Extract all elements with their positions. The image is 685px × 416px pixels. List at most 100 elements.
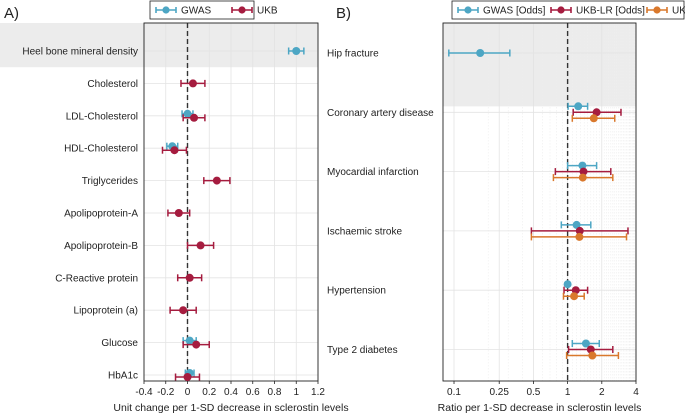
x-tick-label: 1.2 bbox=[311, 387, 325, 398]
x-tick-label: -0.4 bbox=[135, 387, 153, 398]
category-label: Cholesterol bbox=[87, 79, 138, 90]
data-point-gwas-odds--1 bbox=[567, 102, 589, 111]
estimate-marker bbox=[185, 273, 194, 282]
x-tick-label: 1 bbox=[293, 387, 299, 398]
category-label: Hip fracture bbox=[327, 49, 379, 60]
category-label: Apolipoprotein-B bbox=[64, 241, 138, 252]
data-point-ukb-6 bbox=[186, 241, 215, 250]
estimate-marker bbox=[190, 113, 199, 122]
legend-swatch-marker bbox=[464, 6, 472, 14]
data-point-gwas-odds--4 bbox=[563, 280, 572, 289]
x-tick-label: 0.4 bbox=[224, 387, 238, 398]
data-point-ukb-lr-odds--1 bbox=[572, 108, 622, 117]
estimate-marker bbox=[292, 47, 301, 55]
x-tick-label: 0.1 bbox=[447, 387, 461, 398]
data-point-gwas-odds--3 bbox=[560, 220, 592, 229]
data-point-ukb-sa-hazard--3 bbox=[530, 232, 628, 241]
estimate-marker bbox=[170, 146, 179, 155]
estimate-marker bbox=[578, 173, 587, 182]
panel-label: B) bbox=[336, 5, 351, 22]
data-point-ukb-lr-odds--5 bbox=[567, 345, 614, 354]
estimate-marker bbox=[578, 161, 587, 170]
category-label: Heel bone mineral density bbox=[22, 47, 138, 58]
data-point-ukb-8 bbox=[169, 306, 197, 315]
estimate-marker bbox=[183, 373, 192, 381]
data-point-ukb-9 bbox=[182, 340, 210, 349]
category-label: Myocardial infarction bbox=[327, 167, 419, 178]
legend-entry: UKB bbox=[257, 6, 278, 17]
x-tick-label: 1 bbox=[565, 387, 571, 398]
x-tick-label: 0.8 bbox=[268, 387, 282, 398]
data-point-ukb-7 bbox=[176, 273, 203, 282]
estimate-marker bbox=[476, 49, 485, 57]
estimate-marker bbox=[174, 209, 183, 217]
x-tick-label: 0.25 bbox=[489, 387, 509, 398]
grid-lines bbox=[143, 23, 319, 381]
category-label: Lipoprotein (a) bbox=[74, 306, 138, 317]
x-tick-label: -0.2 bbox=[157, 387, 175, 398]
data-point-gwas-0 bbox=[287, 47, 305, 55]
legend-entry: UKB-LR [Odds] bbox=[576, 6, 645, 17]
data-point-ukb-lr-odds--4 bbox=[563, 286, 589, 295]
data-point-ukb-4 bbox=[203, 176, 231, 185]
estimate-marker bbox=[581, 339, 590, 348]
estimate-marker bbox=[588, 351, 597, 360]
category-label: Hypertension bbox=[327, 286, 386, 297]
legend-swatch-marker bbox=[162, 6, 170, 14]
estimate-marker bbox=[570, 292, 579, 301]
legend-entry: GWAS bbox=[181, 6, 212, 17]
estimate-marker bbox=[586, 345, 595, 354]
data-point-ukb-sa-hazard--2 bbox=[552, 173, 614, 182]
panel-a: -0.4 -0.2 0 0.2 0.4 0.6 0.8 1 1.2 Unit change per… bbox=[0, 0, 349, 414]
legend-swatch-marker bbox=[238, 6, 246, 14]
estimate-marker bbox=[212, 176, 221, 185]
x-axis-title: Unit change per 1-SD decrease in scleros… bbox=[113, 402, 348, 414]
estimate-marker bbox=[185, 336, 194, 345]
data-point-ukb-3 bbox=[161, 146, 188, 155]
x-tick-label: 0.2 bbox=[202, 387, 216, 398]
data-point-gwas-odds--0 bbox=[448, 49, 511, 57]
estimate-marker bbox=[572, 220, 581, 229]
legend-entry: GWAS [Odds] bbox=[483, 6, 546, 17]
estimate-marker bbox=[179, 306, 188, 315]
highlight-band-label-area bbox=[0, 23, 144, 68]
estimate-marker bbox=[575, 232, 584, 241]
data-point-gwas-odds--2 bbox=[566, 161, 598, 170]
data-point-ukb-sa-hazard--1 bbox=[571, 114, 616, 123]
data-point-ukb-1 bbox=[180, 79, 206, 88]
category-label: Ischaemic stroke bbox=[327, 226, 402, 237]
data-point-gwas-2 bbox=[181, 109, 194, 118]
estimate-marker bbox=[192, 340, 201, 349]
data-point-gwas-odds--5 bbox=[571, 339, 601, 348]
estimate-marker bbox=[563, 280, 572, 289]
data-point-ukb-lr-odds--3 bbox=[530, 226, 629, 235]
category-label: Glucose bbox=[101, 338, 138, 349]
category-label: Type 2 diabetes bbox=[327, 345, 398, 356]
plot-frame bbox=[442, 22, 637, 382]
x-tick-label: 0 bbox=[185, 387, 191, 398]
estimate-marker bbox=[589, 114, 598, 123]
category-label: Coronary artery disease bbox=[327, 108, 434, 119]
estimate-marker bbox=[575, 226, 584, 235]
estimate-marker bbox=[188, 79, 197, 88]
data-point-ukb-sa-hazard--4 bbox=[562, 292, 585, 301]
x-tick-label: 2 bbox=[599, 387, 605, 398]
data-point-ukb-2 bbox=[182, 113, 206, 122]
estimate-marker bbox=[579, 167, 588, 176]
highlight-band bbox=[443, 23, 636, 107]
estimate-marker bbox=[592, 108, 601, 117]
legend-swatch-marker bbox=[653, 6, 661, 14]
legend-swatch-marker bbox=[557, 6, 565, 14]
x-tick-label: 0.5 bbox=[526, 387, 540, 398]
panel-b: 0.1 0.25 0.5 1 2 4 Ratio per 1-SD decrease in … bbox=[327, 0, 685, 414]
category-label: Triglycerides bbox=[82, 176, 138, 187]
data-point-ukb-10 bbox=[174, 373, 201, 381]
legend-box bbox=[149, 0, 255, 20]
category-label: HbA1c bbox=[108, 371, 138, 382]
data-point-ukb-sa-hazard--5 bbox=[565, 351, 620, 360]
legend-entry: UKB-SA [Hazard] bbox=[672, 6, 685, 17]
category-label: Apolipoprotein-A bbox=[64, 209, 138, 220]
estimate-marker bbox=[571, 286, 580, 295]
category-label: C-Reactive protein bbox=[55, 273, 138, 284]
legend: GWAS UKB bbox=[149, 0, 278, 20]
